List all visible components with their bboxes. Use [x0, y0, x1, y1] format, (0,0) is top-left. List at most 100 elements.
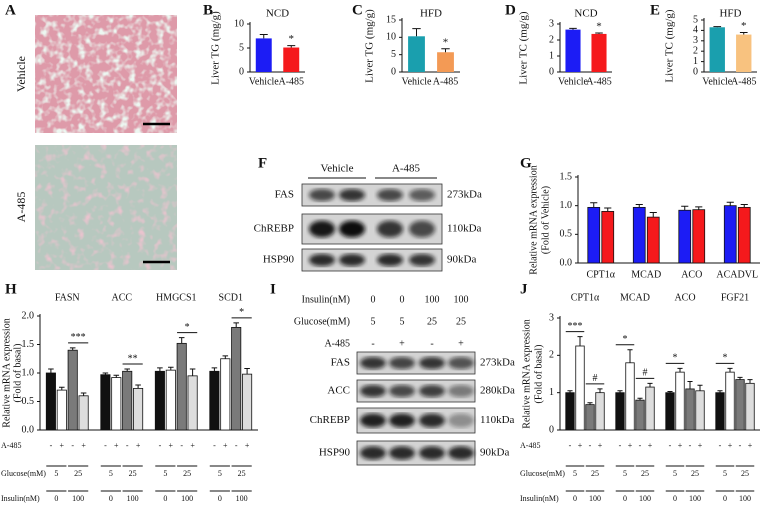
y-tick-label: 0 [239, 66, 244, 77]
size-label: 273kDa [447, 189, 482, 201]
bar [692, 209, 706, 264]
y-tick-label: 0.5 [560, 229, 573, 240]
condition-value: 5 [573, 469, 577, 478]
error-bar [681, 205, 689, 211]
panel-letter: C [352, 2, 363, 18]
condition-value: 25 [641, 469, 649, 478]
condition-value: 0 [400, 294, 405, 305]
blot-band [448, 413, 474, 428]
condition-value: 100 [127, 494, 139, 503]
panel-letter: I [270, 281, 276, 297]
error-bar [135, 384, 141, 389]
y-tick-label: 0.0 [560, 257, 573, 268]
condition-value: + [60, 441, 65, 450]
error-bar [713, 26, 722, 28]
bar [709, 27, 725, 73]
error-bar [677, 367, 683, 373]
condition-value: 5 [623, 469, 627, 478]
protein-label: ChREBP [310, 414, 350, 426]
category-label: MCAD [620, 292, 650, 303]
blot-band [360, 356, 386, 370]
error-bar [667, 391, 673, 393]
protein-label: FAS [331, 357, 350, 369]
error-bar [113, 374, 120, 378]
significance: * [723, 353, 728, 364]
x-tick-label: Vehicle [702, 76, 733, 87]
error-bar [637, 397, 643, 401]
y-tick-label: 1.0 [22, 367, 35, 378]
significance: * [741, 20, 747, 32]
condition-value: - [371, 338, 374, 349]
bar [646, 216, 660, 264]
bar [745, 382, 755, 431]
x-tick-label: A-485 [586, 76, 612, 87]
condition-value: 100 [454, 294, 469, 305]
blot-band [339, 188, 365, 202]
blot-band [309, 220, 335, 238]
bar [437, 52, 454, 72]
condition-value: 0 [109, 494, 113, 503]
bar [737, 206, 751, 264]
blot-band [377, 253, 403, 267]
condition-value: - [235, 441, 238, 450]
protein-label: FAS [275, 189, 294, 201]
x-tick-label: Vehicle [402, 76, 433, 87]
condition-value: 25 [741, 469, 749, 478]
category-label: HMGCS1 [156, 292, 197, 303]
condition-value: + [458, 338, 464, 349]
error-bar [412, 28, 421, 37]
bar [255, 38, 272, 72]
bar [635, 399, 645, 431]
condition-value: - [569, 441, 572, 450]
condition-value: 25 [74, 469, 82, 478]
error-bar [726, 201, 734, 206]
category-label: ACADVL [716, 269, 758, 280]
error-bar [222, 355, 229, 359]
significance: *** [71, 332, 86, 343]
significance: * [673, 353, 678, 364]
condition-value: 0 [573, 494, 577, 503]
panel-letter: B [203, 2, 213, 18]
condition-value: 100 [181, 494, 193, 503]
bar [601, 210, 615, 264]
blot-band [419, 413, 445, 428]
y-tick-label: 1 [549, 50, 554, 61]
bar [100, 374, 111, 431]
y-tick-label: 1.5 [22, 339, 35, 350]
bar [165, 369, 176, 431]
bar [591, 33, 607, 72]
y-tick-label: 0 [549, 424, 554, 435]
condition-value: - [639, 441, 642, 450]
bar [231, 326, 242, 431]
significance: * [289, 33, 295, 45]
error-bar [747, 379, 753, 384]
panel-letter: J [520, 281, 528, 297]
condition-value: - [669, 441, 672, 450]
y-axis-label: Liver TG (mg/g) [364, 9, 376, 83]
error-bar [259, 34, 268, 39]
chart-title: NCD [266, 8, 289, 20]
condition-value: 0 [723, 494, 727, 503]
significance: # [593, 373, 598, 384]
condition-value: 25 [456, 316, 466, 327]
blot [301, 248, 443, 272]
condition-value: 5 [109, 469, 113, 478]
condition-value: + [399, 338, 405, 349]
bar [675, 371, 685, 431]
condition-value: 25 [129, 469, 137, 478]
condition-value: - [589, 441, 592, 450]
significance: ** [128, 353, 138, 364]
category-label: CPT1α [586, 269, 615, 280]
y-tick-label: 15 [386, 14, 396, 25]
blot [356, 379, 476, 403]
y-axis-label: Relative mRNA expression [521, 319, 532, 428]
error-bar [649, 212, 657, 218]
significance: * [185, 322, 190, 333]
error-bar [727, 367, 733, 373]
panel-letter: G [520, 155, 532, 171]
size-label: 110kDa [480, 414, 515, 426]
error-bar [695, 206, 703, 210]
error-bar [287, 45, 296, 48]
bar [595, 392, 605, 431]
y-tick-label: 0.5 [22, 396, 35, 407]
